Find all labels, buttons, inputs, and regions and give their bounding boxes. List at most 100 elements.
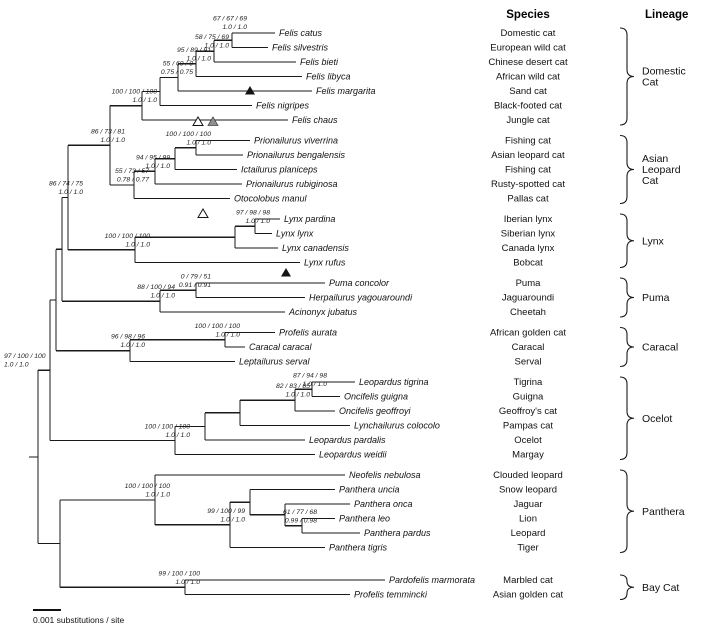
species-common-name: Clouded leopard [493,470,563,481]
taxon-label: Prionailurus viverrina [254,136,338,146]
species-common-name: Siberian lynx [501,229,556,240]
support-values: 1.0 / 1.0 [58,189,83,196]
support-values: 100 / 100 / 100 [145,423,191,430]
tree-plot-area: Felis catus Domestic cat Felis silvestris E… [4,15,686,600]
taxon-label: Oncifelis geoffroyi [339,406,412,416]
species-common-name: Pampas cat [503,421,554,432]
support-values: 82 / 83 / 85 [276,383,310,390]
support-values: 99 / 100 / 100 [158,570,200,577]
taxon-label: Puma concolor [329,278,390,288]
species-common-name: Canada lynx [502,243,555,254]
taxon-label: Panthera onca [354,499,413,509]
taxon-label: Felis bieti [300,57,339,67]
species-common-name: Guigna [513,392,544,403]
triangle-marker-open [192,116,204,126]
support-values: 86 / 73 / 81 [91,128,125,135]
taxon-label: Lynx rufus [304,258,346,268]
lineage-brace [619,213,635,269]
species-common-name: Tigrina [514,377,543,388]
taxon-label: Leopardus pardalis [309,435,386,445]
support-values: 1.0 / 1.0 [132,97,157,104]
taxon-label: Prionailurus rubiginosa [246,179,338,189]
support-values: 1.0 / 1.0 [245,218,270,225]
species-common-name: Ocelot [514,435,542,446]
species-common-name: Chinese desert cat [488,57,568,68]
support-values: 96 / 98 / 96 [111,334,145,341]
species-common-name: Fishing cat [505,136,551,147]
taxon-label: Panthera uncia [339,485,400,495]
support-values: 94 / 95 / 99 [136,154,170,161]
support-values: 67 / 67 / 69 [213,15,247,22]
taxon-label: Profelis temmincki [354,590,428,600]
species-common-name: European wild cat [490,43,566,54]
taxon-label: Felis catus [279,28,323,38]
lineage-column-header: Lineage [645,9,688,21]
support-values: 1.0 / 1.0 [285,392,310,399]
lineage-label: Asian [642,153,668,165]
support-values: 100 / 100 / 100 [125,483,171,490]
support-values: 100 / 100 / 100 [195,323,241,330]
taxon-label: Lynx canadensis [282,243,349,253]
support-values: 58 / 75 / 69 [195,34,229,41]
support-values: 86 / 74 / 75 [49,181,83,188]
lineage-label: Ocelot [642,413,672,425]
taxon-label: Neofelis nebulosa [349,470,421,480]
species-common-name: Asian leopard cat [491,150,565,161]
taxon-label: Lynx lynx [276,229,314,239]
support-values: 1.0 / 1.0 [125,241,150,248]
support-values: 0.91 / 0.91 [179,282,211,289]
taxon-label: Felis chaus [292,115,338,125]
species-common-name: Cheetah [510,307,546,318]
taxon-label: Felis silvestris [272,43,329,53]
species-common-name: Black-footed cat [494,101,562,112]
support-values: 100 / 100 / 100 [112,89,158,96]
taxon-label: Felis nigripes [256,101,310,111]
support-values: 87 / 94 / 98 [293,372,327,379]
taxon-label: Panthera pardus [364,528,431,538]
species-common-name: Pallas cat [507,194,549,205]
triangle-marker-filled [245,86,255,95]
species-common-name: Leopard [511,528,546,539]
support-values: 100 / 100 / 100 [166,131,212,138]
support-values: 0.78 / 0.77 [117,176,149,183]
support-values: 1.0 / 1.0 [165,432,190,439]
taxon-label: Oncifelis guigna [344,392,408,402]
support-values: 1.0 / 1.0 [186,55,211,62]
triangle-marker-open [197,208,209,218]
species-common-name: Snow leopard [499,485,557,496]
support-values: 1.0 / 1.0 [145,163,170,170]
lineage-brace [619,277,635,318]
taxon-label: Leopardus weidii [319,450,388,460]
lineage-label: Panthera [642,506,685,518]
support-values: 0 / 79 / 51 [181,273,211,280]
support-values: 1.0 / 1.0 [220,516,245,523]
lineage-brace [619,134,635,205]
taxon-label: Pardofelis marmorata [389,575,475,585]
species-common-name: Jaguaroundi [502,293,554,304]
species-common-name: African golden cat [490,328,566,339]
species-common-name: Caracal [512,342,545,353]
support-values: 1.0 / 1.0 [175,579,200,586]
support-values: 1.0 / 1.0 [150,293,175,300]
taxon-label: Panthera tigris [329,543,388,553]
lineage-label: Caracal [642,342,678,354]
taxon-label: Leptailurus serval [239,357,311,367]
species-common-name: Serval [515,357,542,368]
support-values: 88 / 100 / 94 [137,284,175,291]
support-values: 1.0 / 1.0 [204,43,229,50]
taxon-label: Profelis aurata [279,328,337,338]
support-values: 97 / 98 / 98 [236,209,270,216]
species-common-name: Asian golden cat [493,590,564,601]
lineage-label: Lynx [642,235,665,247]
species-common-name: Tiger [517,543,538,554]
lineage-label: Domestic [642,66,686,78]
scale-bar-group: 0.001 substitutions / site [33,609,124,625]
support-values: 1.0 / 1.0 [100,137,125,144]
species-common-name: Domestic cat [501,28,556,39]
support-values: 1.0 / 1.0 [222,24,247,31]
taxon-label: Felis margarita [316,86,376,96]
species-common-name: Rusty-spotted cat [491,179,565,190]
support-values: 55 / 73 / 57 [115,168,149,175]
species-common-name: African wild cat [496,72,560,83]
